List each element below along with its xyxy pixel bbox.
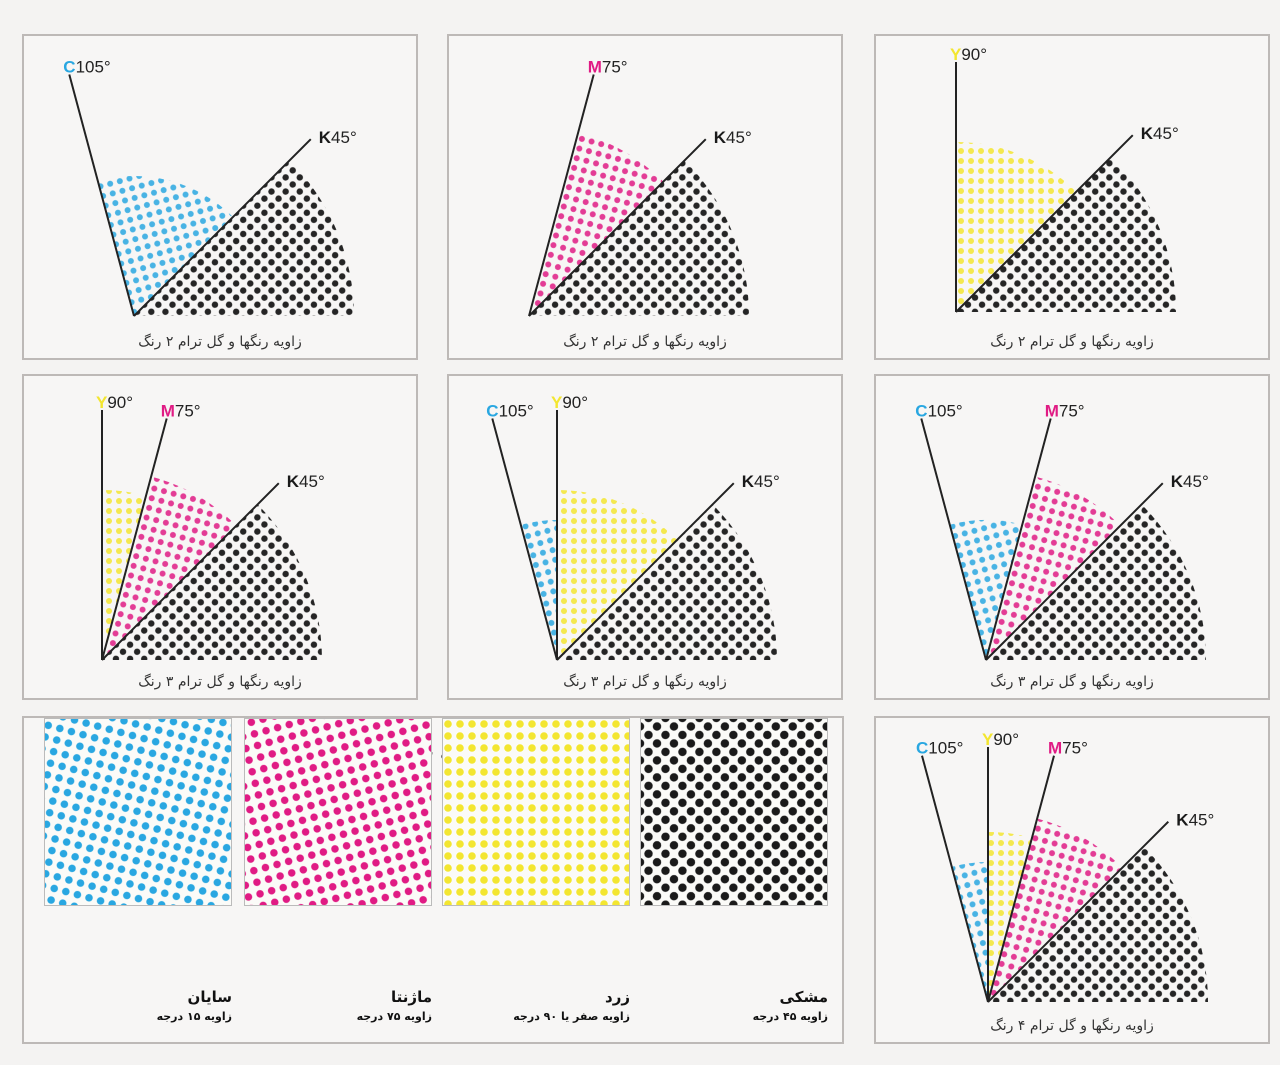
panel-cyan-magenta-black-3color: C105° M75° K45° زاویه رنگها و گل ترام ۳ رن… [874,374,1270,700]
angle-label-magenta: M75° [1048,739,1088,758]
halftone-sector-black [988,846,1208,1002]
angle-diagram-cyan-magenta-black: C105° M75° K45° [915,402,1209,661]
angle-line-black [556,482,735,661]
swatch-dots-black [640,718,828,906]
angle-label-cyan: C105° [916,739,963,758]
angle-line-magenta [528,74,595,317]
swatch-yellow [442,718,630,906]
panel-cmyk-4color: C105° Y90° M75° K45° زاویه رنگها و گل ترام … [874,716,1270,1044]
swatch-desc-black: زاویه ۴۵ درجه [752,1010,828,1023]
angle-label-magenta: M75° [588,58,628,77]
angle-label-cyan: C105° [63,58,110,77]
panel-caption: زاویه رنگها و گل ترام ۳ رنگ [990,674,1154,690]
swatch-desc-magenta: زاویه ۷۵ درجه [356,1010,432,1023]
halftone-sector-magenta [529,132,664,316]
swatch-cyan [44,718,232,906]
angle-line-black [987,820,1170,1003]
swatch-dots-cyan [44,718,232,906]
panel-caption: زاویه رنگها و گل ترام ۳ رنگ [138,674,302,690]
swatch-black [640,718,828,906]
angle-label-yellow: Y90° [982,730,1019,749]
halftone-sector-magenta [102,476,237,660]
angle-diagram-cyan-black: C105° K45° [63,58,357,317]
halftone-sector-cyan [97,176,233,316]
halftone-sector-black [134,160,354,316]
swatch-name-black: مشکی [779,988,828,1006]
swatch-name-cyan: سایان [187,988,232,1006]
legend-panel: زاویه ترام های چهار رنگ اصلی سایان زاویه… [22,716,844,1044]
panel-yellow-black-2color: Y90° K45° زاویه رنگها و گل ترام ۲ رنگ [874,34,1270,360]
angle-label-magenta: M75° [161,402,201,421]
angle-line-magenta [987,755,1055,1003]
halftone-sector-black [529,160,749,316]
halftone-sector-black [557,504,777,660]
panel-caption: زاویه رنگها و گل ترام ۲ رنگ [990,334,1154,350]
angle-diagram-cmyk: C105° Y90° M75° K45° [916,730,1214,1003]
angle-label-black: K45° [319,128,357,147]
angle-line-magenta [101,418,168,661]
swatch-name-yellow: زرد [605,988,630,1006]
halftone-sector-yellow [956,142,1077,312]
angle-label-black: K45° [714,128,752,147]
swatch-name-magenta: ماژنتا [391,988,432,1006]
angle-line-cyan [68,74,135,317]
angle-label-black: K45° [1141,124,1179,143]
angle-line-cyan [921,755,989,1003]
angle-label-black: K45° [1176,811,1214,830]
panel-caption: زاویه رنگها و گل ترام ۳ رنگ [563,674,727,690]
angle-line-black [955,134,1134,313]
angle-line-cyan [491,418,558,661]
halftone-sector-yellow [557,490,678,660]
angle-line-black [528,138,707,317]
angle-line-cyan [920,418,987,661]
panel-caption: زاویه رنگها و گل ترام ۴ رنگ [990,1018,1154,1034]
swatch-desc-yellow: زاویه صفر یا ۹۰ درجه [513,1010,630,1023]
panel-caption: زاویه رنگها و گل ترام ۲ رنگ [138,334,302,350]
angle-diagram-yellow-black: Y90° K45° [950,45,1179,313]
angle-label-yellow: Y90° [551,393,588,412]
angle-label-cyan: C105° [486,402,533,421]
halftone-sector-magenta [986,476,1121,660]
panel-magenta-black-2color: M75° K45° زاویه رنگها و گل ترام ۲ رنگ [447,34,843,360]
angle-label-yellow: Y90° [950,45,987,64]
angle-label-magenta: M75° [1045,402,1085,421]
halftone-sector-cyan [949,520,1023,660]
panel-cyan-yellow-black-3color: C105° Y90° K45° زاویه رنگها و گل ترام ۳ رن… [447,374,843,700]
angle-diagram-cyan-yellow-black: C105° Y90° K45° [486,393,780,661]
angle-label-black: K45° [1171,472,1209,491]
halftone-sector-magenta [988,818,1123,1002]
swatch-desc-cyan: زاویه ۱۵ درجه [156,1010,232,1023]
angle-diagram-yellow-magenta-black: Y90° M75° K45° [96,393,325,661]
angle-label-cyan: C105° [915,402,962,421]
angle-line-magenta [985,418,1052,661]
panel-yellow-magenta-black-3color: Y90° M75° K45° زاویه رنگها و گل ترام ۳ رنگ [22,374,418,700]
angle-label-black: K45° [287,472,325,491]
swatch-dots-yellow [442,718,630,906]
angle-label-black: K45° [742,472,780,491]
halftone-sector-black [986,504,1206,660]
panel-cyan-black-2color: C105° K45° زاویه رنگها و گل ترام ۲ رنگ [22,34,418,360]
halftone-sector-black [102,504,322,660]
angle-label-yellow: Y90° [96,393,133,412]
angle-diagram-magenta-black: M75° K45° [528,58,752,317]
angle-line-black [101,482,280,661]
swatch-magenta [244,718,432,906]
halftone-sector-black [956,156,1176,312]
angle-line-black [133,138,312,317]
panel-caption: زاویه رنگها و گل ترام ۲ رنگ [563,334,727,350]
swatch-dots-magenta [244,718,432,906]
angle-line-black [985,482,1164,661]
